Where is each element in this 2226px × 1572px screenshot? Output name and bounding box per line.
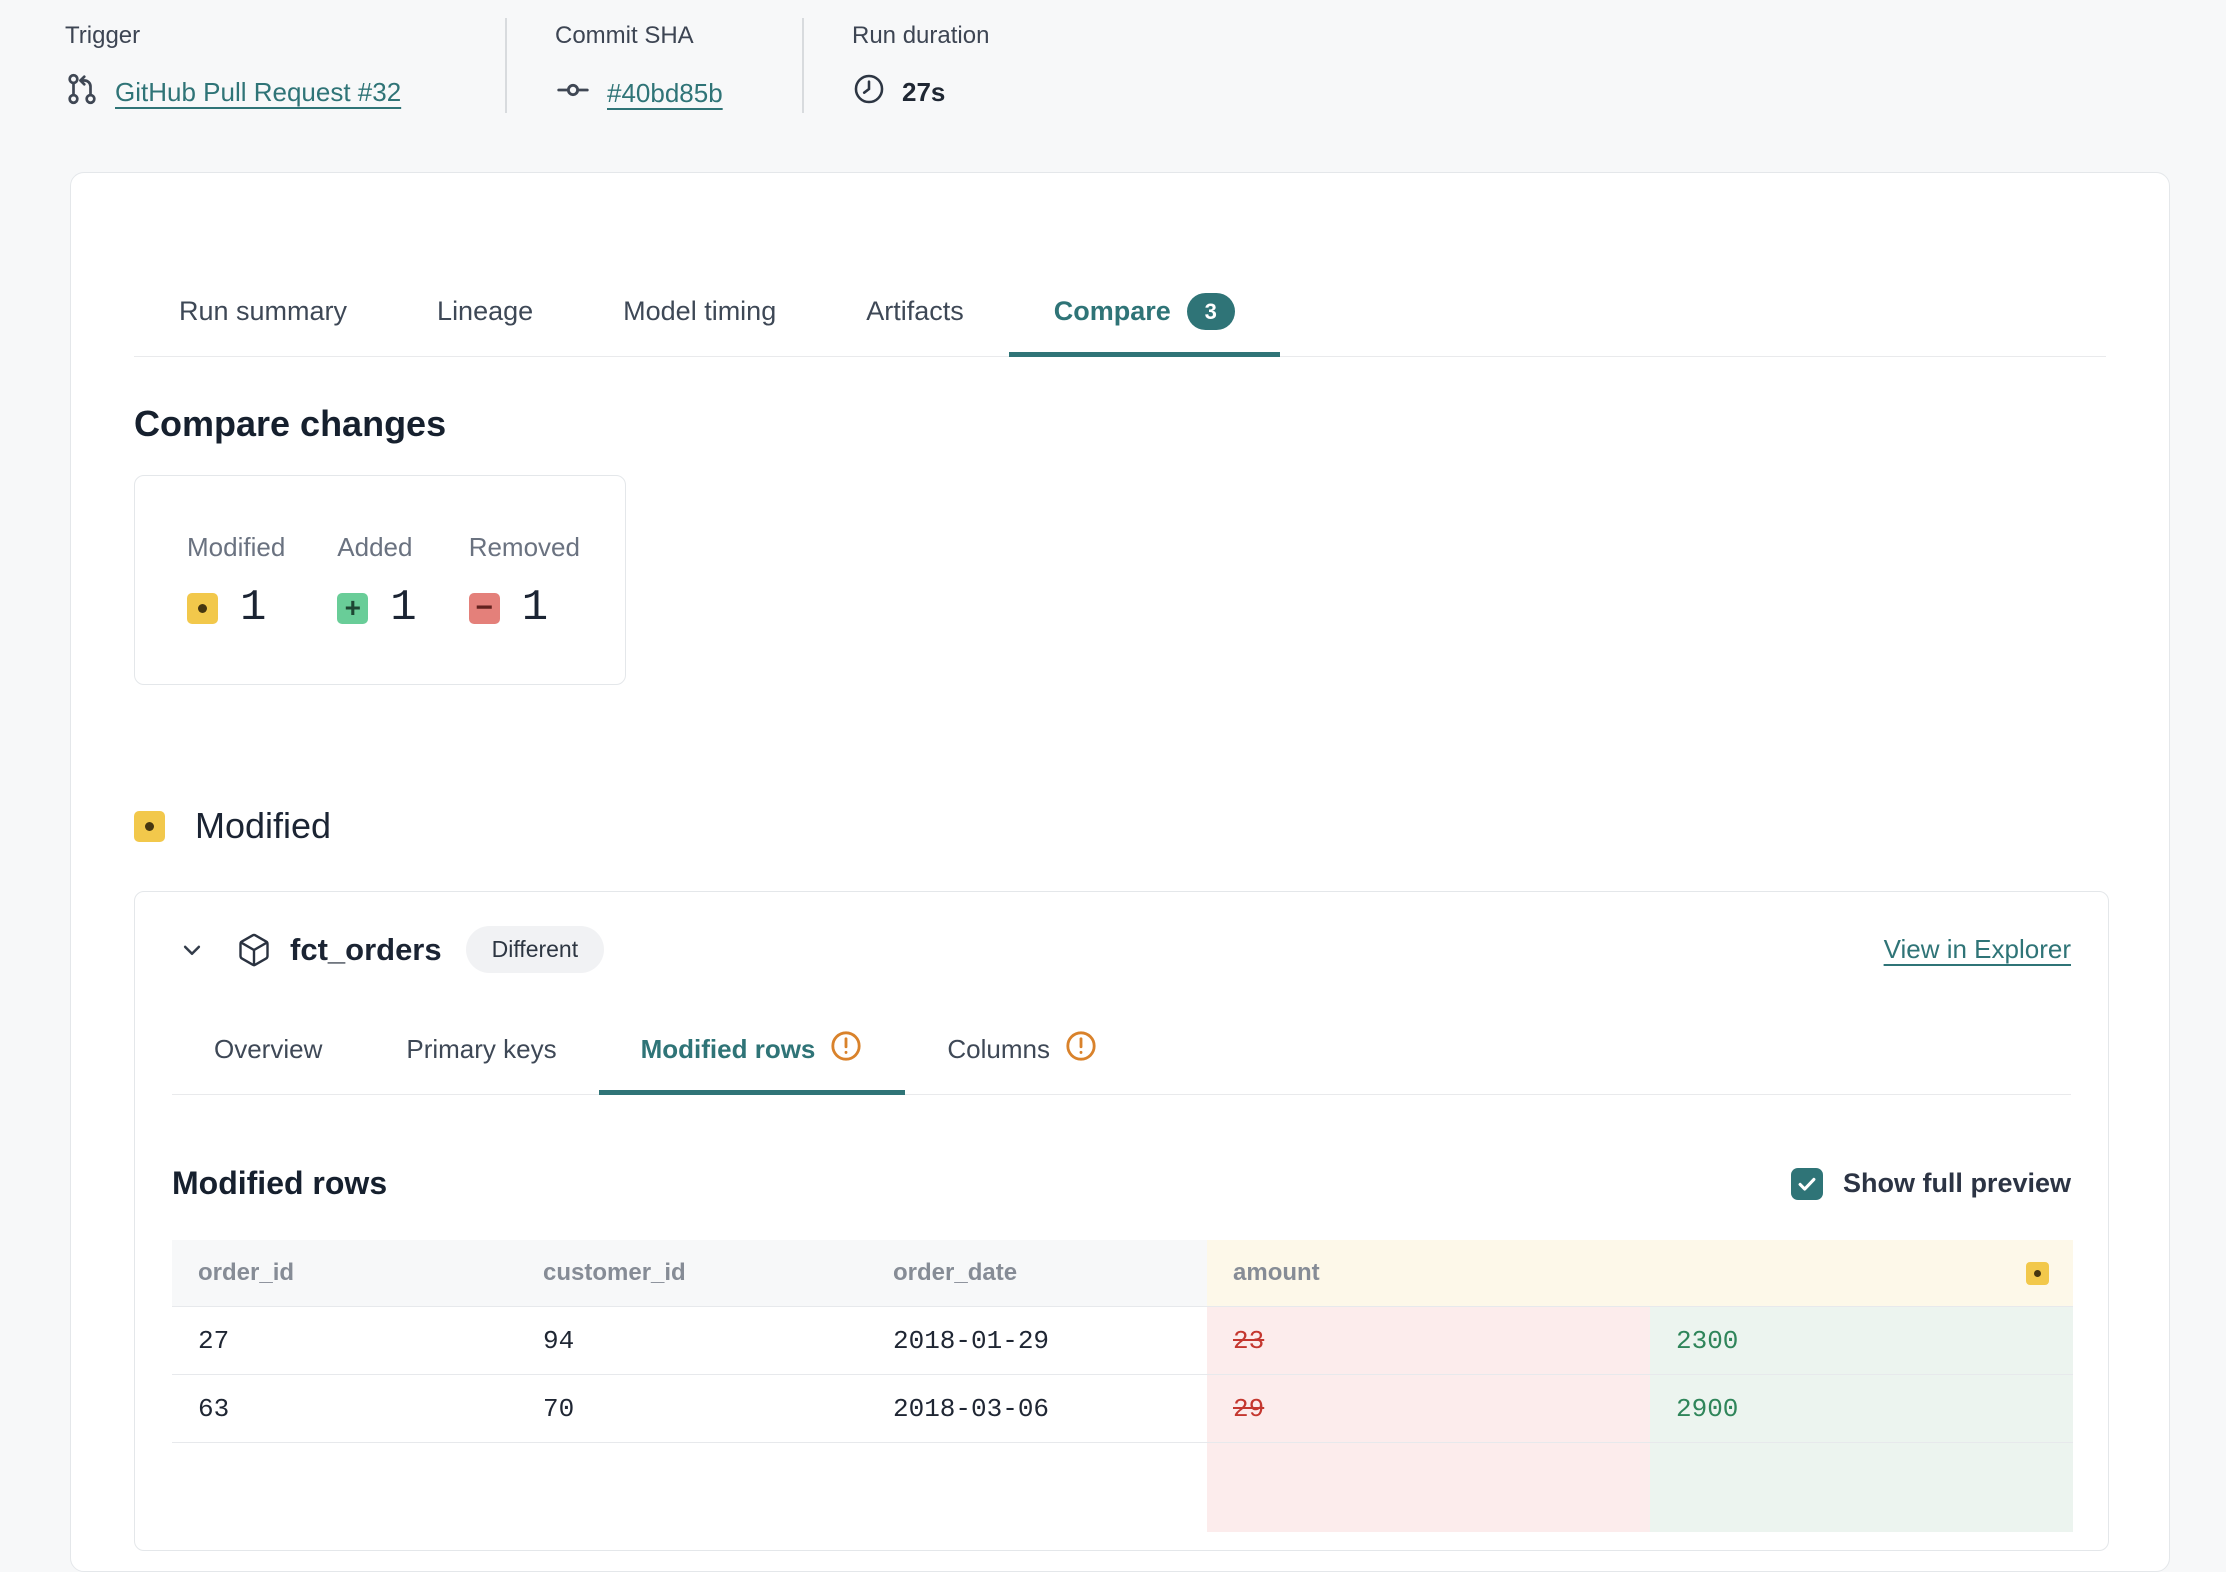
change-summary-card: Modified 1 Added + 1 Removed − 1 xyxy=(134,475,626,685)
show-full-preview-checkbox[interactable]: Show full preview xyxy=(1790,1167,2071,1200)
subtab-primary-keys[interactable]: Primary keys xyxy=(406,1034,557,1064)
removed-square-icon: − xyxy=(468,592,500,624)
model-diff-card: fct_orders Different View in Explorer Ov… xyxy=(134,891,2109,1551)
status-badge: Different xyxy=(465,926,605,973)
preview-checkbox-label: Show full preview xyxy=(1842,1168,2071,1198)
modified-rows-title: Modified rows xyxy=(172,1165,388,1201)
subtab-modified-rows[interactable]: Modified rows xyxy=(598,1017,906,1095)
removed-count: 1 xyxy=(521,583,549,633)
old-value-cell xyxy=(1207,1443,1650,1532)
new-value-cell xyxy=(1650,1443,2073,1532)
main-tab-bar: Run summary Lineage Model timing Artifac… xyxy=(134,279,2106,357)
header-divider xyxy=(802,18,804,113)
yellow-dot-square-icon xyxy=(2026,1261,2049,1285)
model-name: fct_orders xyxy=(290,931,442,967)
old-value-cell: 29 xyxy=(1207,1375,1650,1442)
column-header-amount: amount xyxy=(1207,1240,2073,1306)
modified-square-icon xyxy=(134,810,165,842)
commit-link[interactable]: #40bd85b xyxy=(607,78,723,108)
table-row: 63 70 2018-03-06 29 2900 xyxy=(172,1374,2073,1442)
stat-added: Added + 1 xyxy=(337,532,417,633)
page-title: Compare changes xyxy=(134,403,447,444)
git-commit-icon xyxy=(555,72,591,115)
commit-group: Commit SHA #40bd85b xyxy=(507,16,802,115)
modified-square-icon xyxy=(187,592,218,624)
table-header-row: order_id customer_id order_date amount xyxy=(172,1240,2073,1306)
subtab-overview[interactable]: Overview xyxy=(214,1034,323,1064)
run-meta-header: Trigger GitHub Pull Request #32 Commit S… xyxy=(65,16,989,115)
stat-modified: Modified 1 xyxy=(187,532,286,633)
chevron-down-icon[interactable] xyxy=(172,930,212,970)
view-in-explorer-link[interactable]: View in Explorer xyxy=(1883,934,2071,964)
table-row: 27 94 2018-01-29 23 2300 xyxy=(172,1306,2073,1374)
modified-group-heading: Modified xyxy=(134,805,2106,847)
trigger-link[interactable]: GitHub Pull Request #32 xyxy=(115,77,402,107)
duration-label: Run duration xyxy=(852,22,990,49)
column-header-order-date: order_date xyxy=(867,1240,1207,1306)
modified-rows-table: order_id customer_id order_date amount 2… xyxy=(172,1240,2073,1532)
tab-compare[interactable]: Compare 3 xyxy=(1008,279,1280,357)
new-value-cell: 2300 xyxy=(1650,1307,2073,1374)
warning-circle-icon xyxy=(829,1029,863,1070)
tab-model-timing[interactable]: Model timing xyxy=(623,296,777,326)
compare-count-badge: 3 xyxy=(1186,293,1235,330)
warning-circle-icon xyxy=(1064,1029,1098,1070)
checkbox-checked-icon[interactable] xyxy=(1790,1167,1823,1200)
pull-request-icon xyxy=(65,72,99,113)
new-value-cell: 2900 xyxy=(1650,1375,2073,1442)
model-tab-bar: Overview Primary keys Modified rows Colu… xyxy=(172,1017,2071,1095)
trigger-group: Trigger GitHub Pull Request #32 xyxy=(65,16,505,115)
column-header-order-id: order_id xyxy=(172,1240,517,1306)
clock-icon xyxy=(852,72,886,113)
stat-removed: Removed − 1 xyxy=(468,532,580,633)
duration-group: Run duration 27s xyxy=(804,16,989,115)
table-row xyxy=(172,1442,2073,1532)
cube-icon xyxy=(236,932,272,968)
modified-count: 1 xyxy=(240,583,267,633)
run-detail-card: Run summary Lineage Model timing Artifac… xyxy=(70,172,2170,1572)
tab-artifacts[interactable]: Artifacts xyxy=(866,296,964,326)
added-square-icon: + xyxy=(337,592,369,624)
added-count: 1 xyxy=(390,583,417,633)
duration-value: 27s xyxy=(902,77,946,107)
tab-run-summary[interactable]: Run summary xyxy=(179,296,348,326)
tab-lineage[interactable]: Lineage xyxy=(437,296,534,326)
header-divider xyxy=(505,18,507,113)
old-value-cell: 23 xyxy=(1207,1307,1650,1374)
column-header-customer-id: customer_id xyxy=(517,1240,867,1306)
subtab-columns[interactable]: Columns xyxy=(905,1017,1140,1095)
trigger-label: Trigger xyxy=(65,22,141,49)
commit-label: Commit SHA xyxy=(555,22,694,49)
